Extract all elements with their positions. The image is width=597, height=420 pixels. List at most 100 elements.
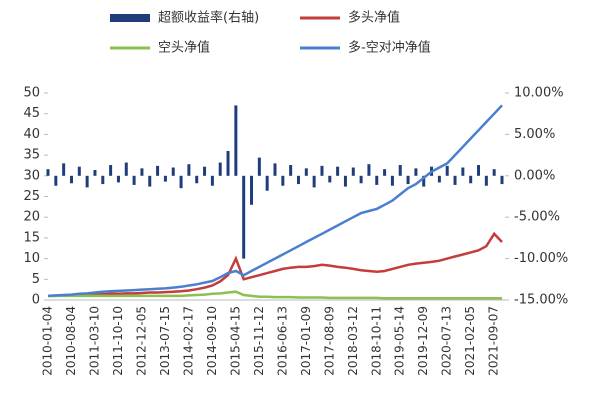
bar bbox=[477, 165, 481, 176]
bar bbox=[422, 175, 426, 187]
bar bbox=[453, 175, 457, 185]
x-tick-label: 2019-12-09 bbox=[416, 306, 430, 376]
bar bbox=[69, 175, 73, 184]
bar bbox=[179, 175, 183, 189]
x-tick-label: 2019-05-14 bbox=[393, 306, 407, 376]
y-tick-label: 10 bbox=[23, 251, 40, 266]
bar bbox=[226, 150, 230, 176]
bar bbox=[250, 175, 254, 205]
bar bbox=[62, 163, 66, 176]
x-tick-label: 2011-03-10 bbox=[87, 306, 101, 376]
bar bbox=[124, 162, 128, 176]
x-tick-label: 2017-01-09 bbox=[299, 306, 313, 376]
y-tick-label: 50 bbox=[23, 86, 40, 101]
bar bbox=[390, 175, 394, 186]
bar bbox=[234, 105, 238, 176]
bar bbox=[304, 168, 308, 176]
x-tick-label: 2015-11-12 bbox=[252, 306, 266, 376]
bar bbox=[203, 166, 207, 176]
bar bbox=[375, 175, 379, 185]
x-tick-label: 2012-12-05 bbox=[134, 306, 148, 376]
bar bbox=[328, 175, 332, 183]
x-tick-label: 2013-07-15 bbox=[158, 306, 172, 376]
x-tick-label: 2018-03-12 bbox=[346, 306, 360, 376]
bar bbox=[461, 167, 465, 176]
x-tick-label: 2014-02-17 bbox=[181, 306, 195, 376]
bar bbox=[210, 175, 214, 186]
y-tick-label: 15 bbox=[23, 230, 40, 245]
bar bbox=[359, 175, 363, 184]
bar bbox=[195, 175, 199, 184]
bar bbox=[93, 170, 97, 176]
x-tick-label: 2020-07-13 bbox=[440, 306, 454, 376]
y-tick-label: 20 bbox=[23, 210, 40, 225]
bar bbox=[109, 165, 113, 176]
bar bbox=[296, 175, 300, 185]
legend-label: 多-空对冲净值 bbox=[348, 40, 431, 56]
bar bbox=[54, 175, 58, 186]
bar bbox=[242, 175, 246, 259]
bar bbox=[406, 175, 410, 185]
y-tick-label: 5 bbox=[32, 272, 40, 287]
legend-label: 多头净值 bbox=[348, 10, 400, 26]
x-tick-label: 2010-08-04 bbox=[64, 306, 78, 376]
x-tick-label: 2021-09-07 bbox=[487, 306, 501, 376]
bar bbox=[414, 168, 418, 176]
bar bbox=[101, 175, 105, 185]
bar bbox=[273, 163, 277, 176]
bar bbox=[156, 165, 160, 176]
bar bbox=[116, 175, 120, 183]
bar bbox=[500, 175, 504, 185]
bar bbox=[132, 175, 136, 185]
bar bbox=[46, 169, 50, 176]
y2-tick-label: -10.00% bbox=[514, 251, 568, 266]
y2-tick-label: -5.00% bbox=[514, 210, 560, 225]
bar bbox=[445, 165, 449, 176]
y2-tick-label: -15.00% bbox=[514, 293, 568, 308]
x-tick-label: 2017-08-09 bbox=[322, 306, 336, 376]
x-tick-label: 2010-01-04 bbox=[41, 306, 55, 376]
bar bbox=[148, 175, 152, 187]
bar bbox=[469, 175, 473, 184]
bar bbox=[398, 165, 402, 176]
bar bbox=[343, 175, 347, 187]
y2-tick-label: 10.00% bbox=[514, 86, 564, 101]
x-tick-label: 2018-10-11 bbox=[369, 306, 383, 376]
bar bbox=[171, 167, 175, 176]
bar bbox=[77, 166, 81, 176]
line bbox=[47, 104, 503, 298]
bar bbox=[265, 175, 269, 191]
legend-swatch bbox=[110, 14, 150, 22]
x-tick-label: 2016-06-13 bbox=[275, 306, 289, 376]
bar bbox=[336, 166, 340, 176]
y-tick-label: 40 bbox=[23, 127, 40, 142]
bar bbox=[289, 165, 293, 176]
y2-tick-label: 5.00% bbox=[514, 127, 555, 142]
line bbox=[48, 231, 503, 298]
bar bbox=[312, 175, 316, 188]
y-tick-label: 30 bbox=[23, 168, 40, 183]
bar bbox=[163, 175, 167, 182]
y2-tick-label: 0.00% bbox=[514, 168, 555, 183]
x-tick-label: 2021-02-05 bbox=[463, 306, 477, 376]
y-tick-label: 45 bbox=[23, 106, 40, 121]
bar bbox=[257, 157, 261, 176]
bar bbox=[281, 175, 285, 186]
y-tick-label: 25 bbox=[23, 189, 40, 204]
bar bbox=[218, 162, 222, 176]
x-tick-label: 2014-09-10 bbox=[205, 306, 219, 376]
bar bbox=[383, 169, 387, 176]
bar bbox=[320, 165, 324, 176]
legend-label: 空头净值 bbox=[158, 40, 210, 56]
bar bbox=[484, 175, 488, 186]
bar bbox=[367, 164, 371, 176]
y-tick-label: 35 bbox=[23, 148, 40, 163]
x-tick-label: 2011-10-10 bbox=[111, 306, 125, 376]
line bbox=[48, 290, 502, 300]
bar bbox=[492, 169, 496, 176]
bar bbox=[85, 175, 89, 188]
x-tick-label: 2015-04-15 bbox=[228, 306, 242, 376]
legend-label: 超额收益率(右轴) bbox=[158, 10, 259, 26]
